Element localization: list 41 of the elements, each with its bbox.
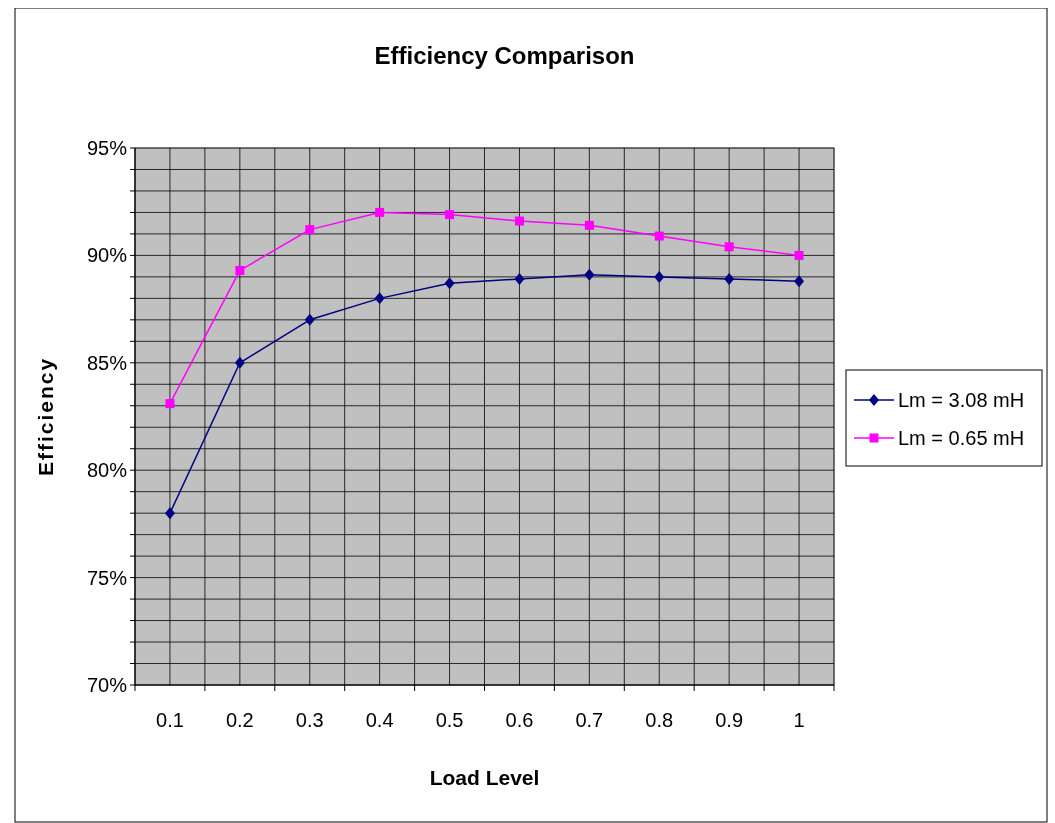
y-tick-label: 70% xyxy=(86,674,128,696)
x-tick-label: 0.5 xyxy=(435,709,464,731)
point xyxy=(514,216,524,226)
y-axis-title: Efficiency xyxy=(34,356,57,477)
point xyxy=(305,225,315,235)
chart-title: Efficiency Comparison xyxy=(374,42,635,69)
x-tick-label: 0.2 xyxy=(225,709,254,731)
point xyxy=(375,207,385,217)
point xyxy=(584,220,594,230)
x-tick-label: 0.9 xyxy=(715,709,744,731)
point xyxy=(235,265,245,275)
point xyxy=(445,210,455,220)
x-axis-title: Load Level xyxy=(429,766,540,789)
point xyxy=(514,273,525,286)
legend-label: Lm = 3.08 mH xyxy=(898,389,1025,411)
y-tick-label: 75% xyxy=(86,566,128,589)
x-tick-label: 0.8 xyxy=(645,709,674,731)
point xyxy=(584,268,595,281)
y-tick-label: 95% xyxy=(86,137,128,159)
point xyxy=(794,275,805,288)
point xyxy=(304,313,315,326)
x-tick-label: 1 xyxy=(793,709,805,731)
point xyxy=(234,356,245,369)
point xyxy=(794,250,804,260)
point xyxy=(374,292,385,305)
point xyxy=(654,231,664,241)
x-tick-label: 0.7 xyxy=(575,709,604,731)
point xyxy=(444,277,455,290)
point xyxy=(654,270,665,283)
x-tick-label: 0.1 xyxy=(156,709,184,731)
y-tick-label: 80% xyxy=(86,459,128,482)
point xyxy=(164,507,175,520)
x-tick-label: 0.6 xyxy=(505,709,534,731)
point xyxy=(165,399,175,409)
x-tick-label: 0.3 xyxy=(295,709,324,731)
x-tick-label: 0.4 xyxy=(365,709,394,731)
legend-label: Lm = 0.65 mH xyxy=(898,427,1025,449)
y-tick-label: 90% xyxy=(86,244,128,267)
y-tick-label: 85% xyxy=(86,351,128,374)
point xyxy=(724,242,734,252)
point xyxy=(724,273,735,286)
